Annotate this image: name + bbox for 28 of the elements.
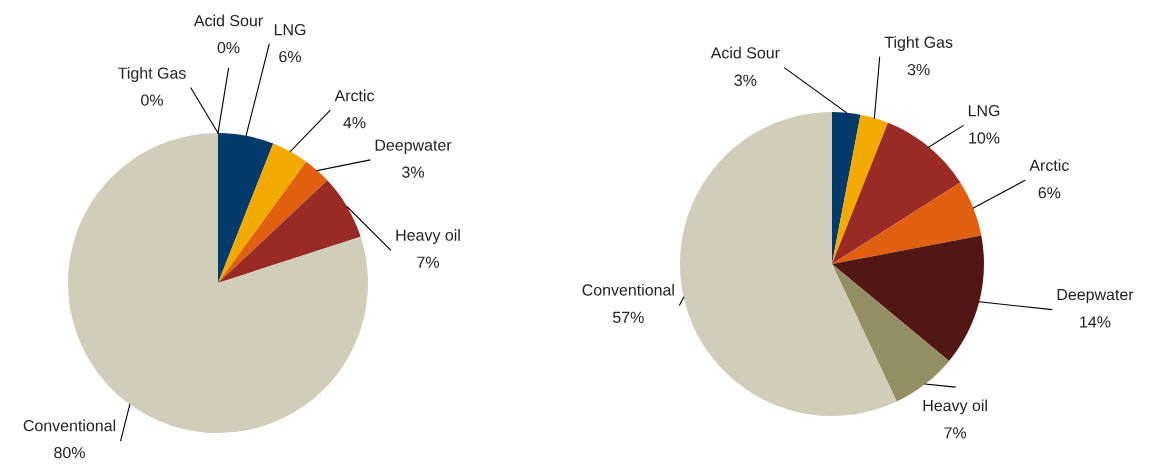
slice-label: Deepwater: [1057, 289, 1134, 304]
data-label: 80%: [54, 446, 85, 459]
slice-label: Arctic: [334, 89, 375, 102]
slice-label: LNG: [274, 23, 306, 36]
data-label: 14%: [1080, 316, 1111, 328]
data-label: 6%: [279, 50, 301, 63]
data-label: 3%: [402, 166, 424, 178]
data-label: 6%: [1038, 187, 1061, 199]
text: 0%: [141, 94, 163, 106]
slice-label: Heavy oil: [396, 229, 460, 244]
category-label: Tight Gas: [118, 67, 186, 82]
slice-label: Arctic: [1029, 159, 1069, 172]
category-label: Acid Sour: [193, 14, 263, 27]
slice-label: Deepwater: [375, 139, 452, 154]
data-label: 7%: [417, 256, 439, 268]
slice-label: Heavy oil: [923, 399, 987, 415]
slice-label: Tight Gas: [884, 36, 953, 52]
slice-label: Conventional: [582, 283, 674, 296]
data-label: 3%: [734, 74, 757, 86]
slice-label: Acid Sour: [710, 46, 780, 59]
data-label: 10%: [969, 132, 1000, 144]
data-label: 7%: [944, 427, 967, 439]
data-label: 4%: [343, 117, 366, 129]
data-label: 3%: [907, 63, 930, 76]
slice-label: Conventional: [23, 419, 116, 432]
data-label: 57%: [612, 311, 644, 324]
text: 0%: [217, 41, 240, 54]
slice-label: LNG: [968, 104, 1000, 117]
